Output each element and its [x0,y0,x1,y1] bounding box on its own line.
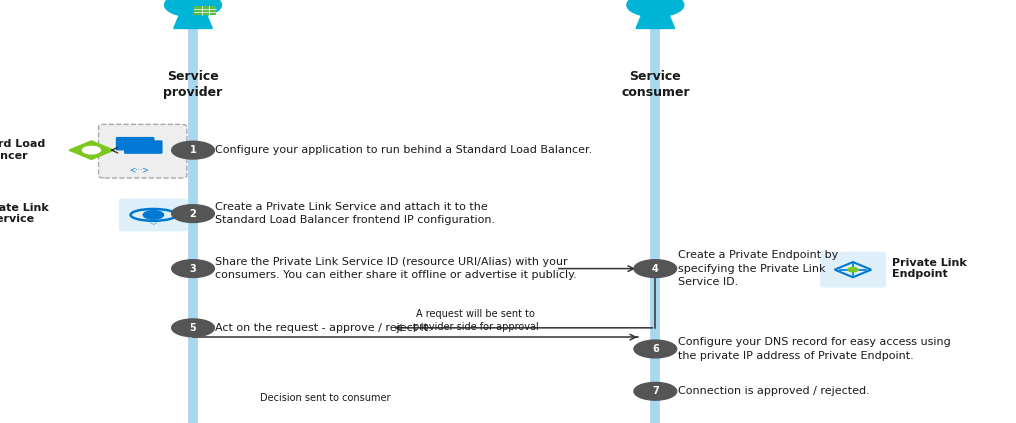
Circle shape [634,382,677,400]
Circle shape [172,141,214,159]
Text: 3: 3 [190,264,196,274]
Text: <···>: <···> [129,165,148,174]
Text: Service
consumer: Service consumer [621,70,690,99]
Text: Private Link
Service: Private Link Service [0,203,49,225]
Polygon shape [69,141,114,159]
Polygon shape [174,14,212,28]
Text: Standard Load
Balancer: Standard Load Balancer [0,139,46,161]
Circle shape [634,260,677,277]
Circle shape [172,205,214,222]
Text: 4: 4 [652,264,658,274]
Circle shape [143,211,164,219]
Circle shape [627,0,684,17]
Text: Service
provider: Service provider [164,70,223,99]
Text: A request will be sent to
provider side for approval: A request will be sent to provider side … [412,310,538,332]
Circle shape [165,0,221,17]
FancyBboxPatch shape [116,137,154,151]
Text: 1: 1 [190,145,196,155]
Circle shape [634,340,677,358]
Text: Connection is approved / rejected.: Connection is approved / rejected. [678,386,870,396]
FancyBboxPatch shape [194,6,216,15]
FancyBboxPatch shape [119,198,188,231]
Polygon shape [636,14,675,28]
Text: Configure your application to run behind a Standard Load Balancer.: Configure your application to run behind… [215,145,592,155]
Circle shape [847,268,858,272]
FancyBboxPatch shape [820,252,886,288]
Circle shape [82,146,101,154]
Text: Configure your DNS record for easy access using
the private IP address of Privat: Configure your DNS record for easy acces… [678,338,950,360]
Circle shape [172,319,214,337]
Text: Share the Private Link Service ID (resource URI/Alias) with your
consumers. You : Share the Private Link Service ID (resou… [215,257,577,280]
Text: Private Link
Endpoint: Private Link Endpoint [892,258,967,280]
Text: Create a Private Link Service and attach it to the
Standard Load Balancer fronte: Create a Private Link Service and attach… [215,202,496,225]
Circle shape [172,260,214,277]
Text: 2: 2 [190,209,196,219]
Text: 6: 6 [652,344,658,354]
Text: Decision sent to consumer: Decision sent to consumer [260,393,390,404]
FancyBboxPatch shape [124,140,163,154]
Text: ⬡: ⬡ [149,217,157,226]
FancyBboxPatch shape [99,124,187,178]
Text: 7: 7 [652,386,658,396]
Text: Act on the request - approve / reject it.: Act on the request - approve / reject it… [215,323,432,333]
Text: Create a Private Endpoint by
specifying the Private Link
Service ID.: Create a Private Endpoint by specifying … [678,250,838,287]
Text: 5: 5 [190,323,196,333]
